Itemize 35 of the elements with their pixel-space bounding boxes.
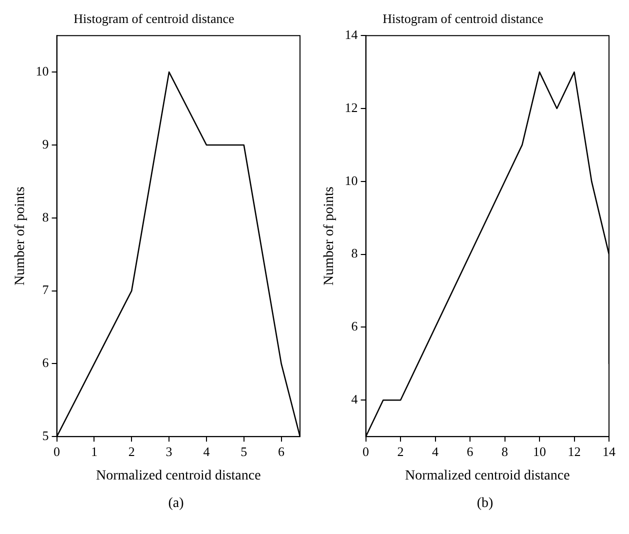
x-tick-label: 6 bbox=[278, 444, 286, 459]
y-tick-label: 8 bbox=[351, 246, 358, 261]
y-tick-label: 10 bbox=[36, 63, 49, 78]
x-tick-label: 6 bbox=[466, 444, 474, 459]
x-tick-label: 14 bbox=[602, 444, 616, 459]
y-tick-label: 7 bbox=[42, 282, 50, 298]
x-tick-label: 4 bbox=[203, 444, 210, 459]
y-axis-title: Number of points bbox=[13, 186, 28, 286]
y-tick-label: 8 bbox=[42, 209, 49, 224]
chart-title: Histogram of centroid distance bbox=[382, 11, 544, 26]
x-tick-label: 1 bbox=[90, 444, 98, 459]
x-tick-label: 0 bbox=[54, 444, 60, 459]
y-tick-label: 9 bbox=[42, 136, 49, 152]
x-tick-label: 4 bbox=[432, 444, 440, 459]
x-axis-title: Normalized centroid distance bbox=[96, 468, 261, 484]
chart-title: Histogram of centroid distance bbox=[74, 11, 235, 26]
x-tick-label: 0 bbox=[362, 444, 370, 459]
y-tick-label: 5 bbox=[42, 428, 49, 444]
x-tick-label: 8 bbox=[502, 444, 508, 459]
x-axis-title: Normalized centroid distance bbox=[404, 468, 570, 484]
x-tick-label: 2 bbox=[128, 444, 135, 459]
y-tick-label: 10 bbox=[344, 172, 358, 188]
x-tick-label: 12 bbox=[568, 444, 581, 459]
x-tick-label: 5 bbox=[240, 444, 248, 459]
y-tick-label: 4 bbox=[351, 392, 358, 407]
y-tick-label: 6 bbox=[351, 318, 358, 334]
y-tick-label: 14 bbox=[344, 27, 358, 42]
y-axis-title: Number of points bbox=[322, 186, 338, 286]
text: (b) bbox=[476, 496, 494, 512]
x-tick-label: 2 bbox=[397, 444, 404, 459]
y-tick-label: 12 bbox=[344, 100, 358, 115]
x-tick-label: 3 bbox=[166, 444, 172, 459]
y-tick-label: 6 bbox=[42, 355, 50, 370]
text: (a) bbox=[167, 496, 185, 512]
x-tick-label: 10 bbox=[533, 444, 546, 459]
